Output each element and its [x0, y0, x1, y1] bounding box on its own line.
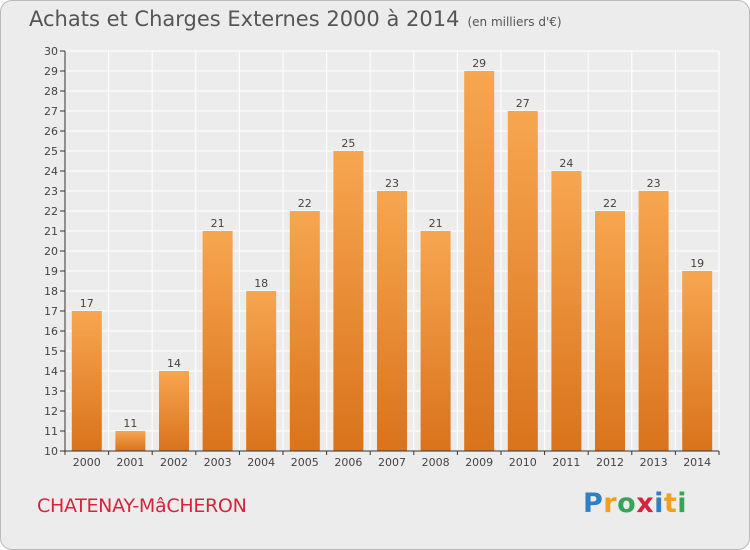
- x-tick-label: 2003: [204, 456, 232, 469]
- y-tick-label: 20: [44, 245, 58, 258]
- x-tick-label: 2011: [552, 456, 580, 469]
- y-tick-label: 13: [44, 385, 58, 398]
- logo-letter: i: [677, 488, 688, 519]
- data-label: 11: [123, 417, 137, 430]
- bar: [420, 231, 451, 451]
- bar: [507, 111, 538, 451]
- data-label: 22: [603, 197, 617, 210]
- x-tick-label: 2013: [640, 456, 668, 469]
- y-tick-label: 24: [44, 165, 58, 178]
- y-tick-label: 10: [44, 445, 58, 458]
- data-label: 27: [516, 97, 530, 110]
- data-label: 22: [298, 197, 312, 210]
- bar: [551, 171, 582, 451]
- y-tick-label: 23: [44, 185, 58, 198]
- y-tick-label: 29: [44, 65, 58, 78]
- x-tick-label: 2014: [683, 456, 711, 469]
- data-label: 17: [80, 297, 94, 310]
- bar: [333, 151, 364, 451]
- y-tick-label: 26: [44, 125, 58, 138]
- y-tick-label: 18: [44, 285, 58, 298]
- y-tick-label: 14: [44, 365, 58, 378]
- bar: [115, 431, 146, 451]
- chart-unit: (en milliers d'€): [467, 15, 562, 29]
- data-label: 24: [559, 157, 573, 170]
- data-label: 21: [211, 217, 225, 230]
- y-tick-label: 16: [44, 325, 58, 338]
- data-label: 19: [690, 257, 704, 270]
- x-tick-label: 2012: [596, 456, 624, 469]
- data-label: 29: [472, 57, 486, 70]
- y-tick-label: 15: [44, 345, 58, 358]
- commune-name: CHATENAY-MâCHERON: [37, 495, 247, 517]
- logo-letter: r: [603, 488, 618, 519]
- bar: [289, 211, 320, 451]
- bar: [159, 371, 189, 451]
- x-tick-label: 2001: [116, 456, 144, 469]
- bar: [246, 291, 277, 451]
- y-tick-label: 22: [44, 205, 58, 218]
- x-tick-label: 2008: [422, 456, 450, 469]
- y-tick-label: 12: [44, 405, 58, 418]
- data-label: 21: [429, 217, 443, 230]
- data-label: 18: [254, 277, 268, 290]
- data-label: 25: [341, 137, 355, 150]
- logo-letter: P: [583, 488, 604, 519]
- data-label: 23: [385, 177, 399, 190]
- y-tick-label: 25: [44, 145, 58, 158]
- logo-letter: x: [636, 488, 655, 519]
- bar: [464, 71, 495, 451]
- bar: [202, 231, 233, 451]
- logo-letter: o: [617, 488, 637, 519]
- proxiti-logo: Proxiti: [583, 488, 687, 519]
- bar: [638, 191, 669, 451]
- x-tick-label: 2005: [291, 456, 319, 469]
- logo-letter: t: [663, 488, 678, 519]
- x-tick-label: 2002: [160, 456, 188, 469]
- y-tick-label: 11: [44, 425, 58, 438]
- x-tick-label: 2004: [247, 456, 275, 469]
- x-tick-label: 2007: [378, 456, 406, 469]
- x-tick-label: 2000: [73, 456, 101, 469]
- chart-title: Achats et Charges Externes 2000 à 2014 (e…: [29, 7, 562, 31]
- x-tick-label: 2009: [465, 456, 493, 469]
- x-tick-label: 2006: [334, 456, 362, 469]
- y-tick-label: 21: [44, 225, 58, 238]
- bar: [682, 271, 713, 451]
- bar: [595, 211, 625, 451]
- y-tick-label: 28: [44, 85, 58, 98]
- bar: [377, 191, 407, 451]
- y-tick-label: 19: [44, 265, 58, 278]
- y-tick-label: 30: [44, 45, 58, 58]
- data-label: 23: [647, 177, 661, 190]
- data-label: 14: [167, 357, 181, 370]
- logo-letter: i: [654, 488, 664, 519]
- chart-title-text: Achats et Charges Externes 2000 à 2014: [29, 7, 460, 31]
- x-tick-label: 2010: [509, 456, 537, 469]
- bar: [71, 311, 102, 451]
- y-tick-label: 17: [44, 305, 58, 318]
- y-tick-label: 27: [44, 105, 58, 118]
